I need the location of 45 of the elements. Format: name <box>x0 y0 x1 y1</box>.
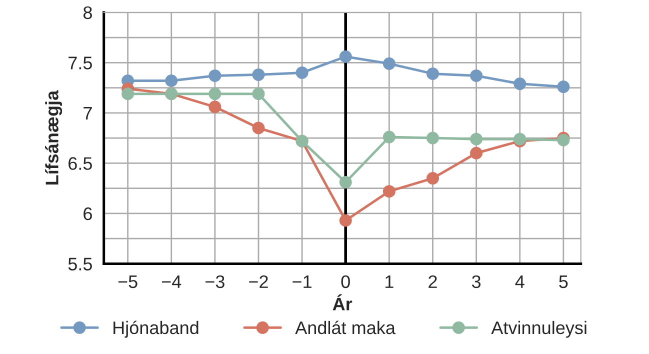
y-tick-label: 8 <box>83 6 92 20</box>
point <box>208 69 222 82</box>
legend-label: Atvinnuleysi <box>491 320 586 338</box>
point <box>208 88 222 100</box>
x-tick-label: 3 <box>472 275 481 288</box>
point <box>339 176 352 189</box>
y-tick-label: 5.5 <box>68 258 92 270</box>
x-tick-label: 0 <box>341 275 350 288</box>
point <box>165 74 178 88</box>
y-tick-label: 6 <box>84 207 92 220</box>
legend-label: Hjónaband <box>114 320 198 338</box>
point <box>470 146 483 160</box>
x-tick-label: −2 <box>249 275 268 288</box>
point <box>426 172 439 185</box>
point <box>514 78 526 90</box>
point <box>470 69 483 82</box>
point <box>382 130 396 144</box>
point <box>557 80 570 94</box>
x-tick-label: 2 <box>428 275 437 288</box>
y-axis-title: Lífsánægja <box>45 90 62 185</box>
x-tick-label: −1 <box>292 276 312 288</box>
x-axis-title: Ár <box>332 294 352 310</box>
point <box>339 50 352 63</box>
point <box>252 88 265 100</box>
point <box>339 214 352 227</box>
point <box>252 68 265 81</box>
y-tick-label: 6.5 <box>68 157 92 170</box>
x-tick-label: −5 <box>118 276 138 288</box>
y-tick-label: 7 <box>84 107 92 120</box>
x-tick-label: −4 <box>162 276 182 288</box>
point <box>296 66 308 79</box>
point <box>208 100 222 114</box>
x-tick-label: 5 <box>559 276 568 288</box>
point <box>252 122 265 134</box>
x-tick-label: −3 <box>206 275 224 288</box>
point <box>122 88 134 100</box>
point <box>382 57 396 70</box>
point <box>470 132 483 146</box>
x-tick-label: 4 <box>515 276 524 288</box>
point <box>426 67 439 80</box>
x-tick-label: 1 <box>386 276 394 288</box>
point <box>426 132 439 144</box>
y-tick-label: 7.5 <box>68 56 92 70</box>
point <box>382 185 396 198</box>
legend-label: Andlát maka <box>295 320 396 334</box>
